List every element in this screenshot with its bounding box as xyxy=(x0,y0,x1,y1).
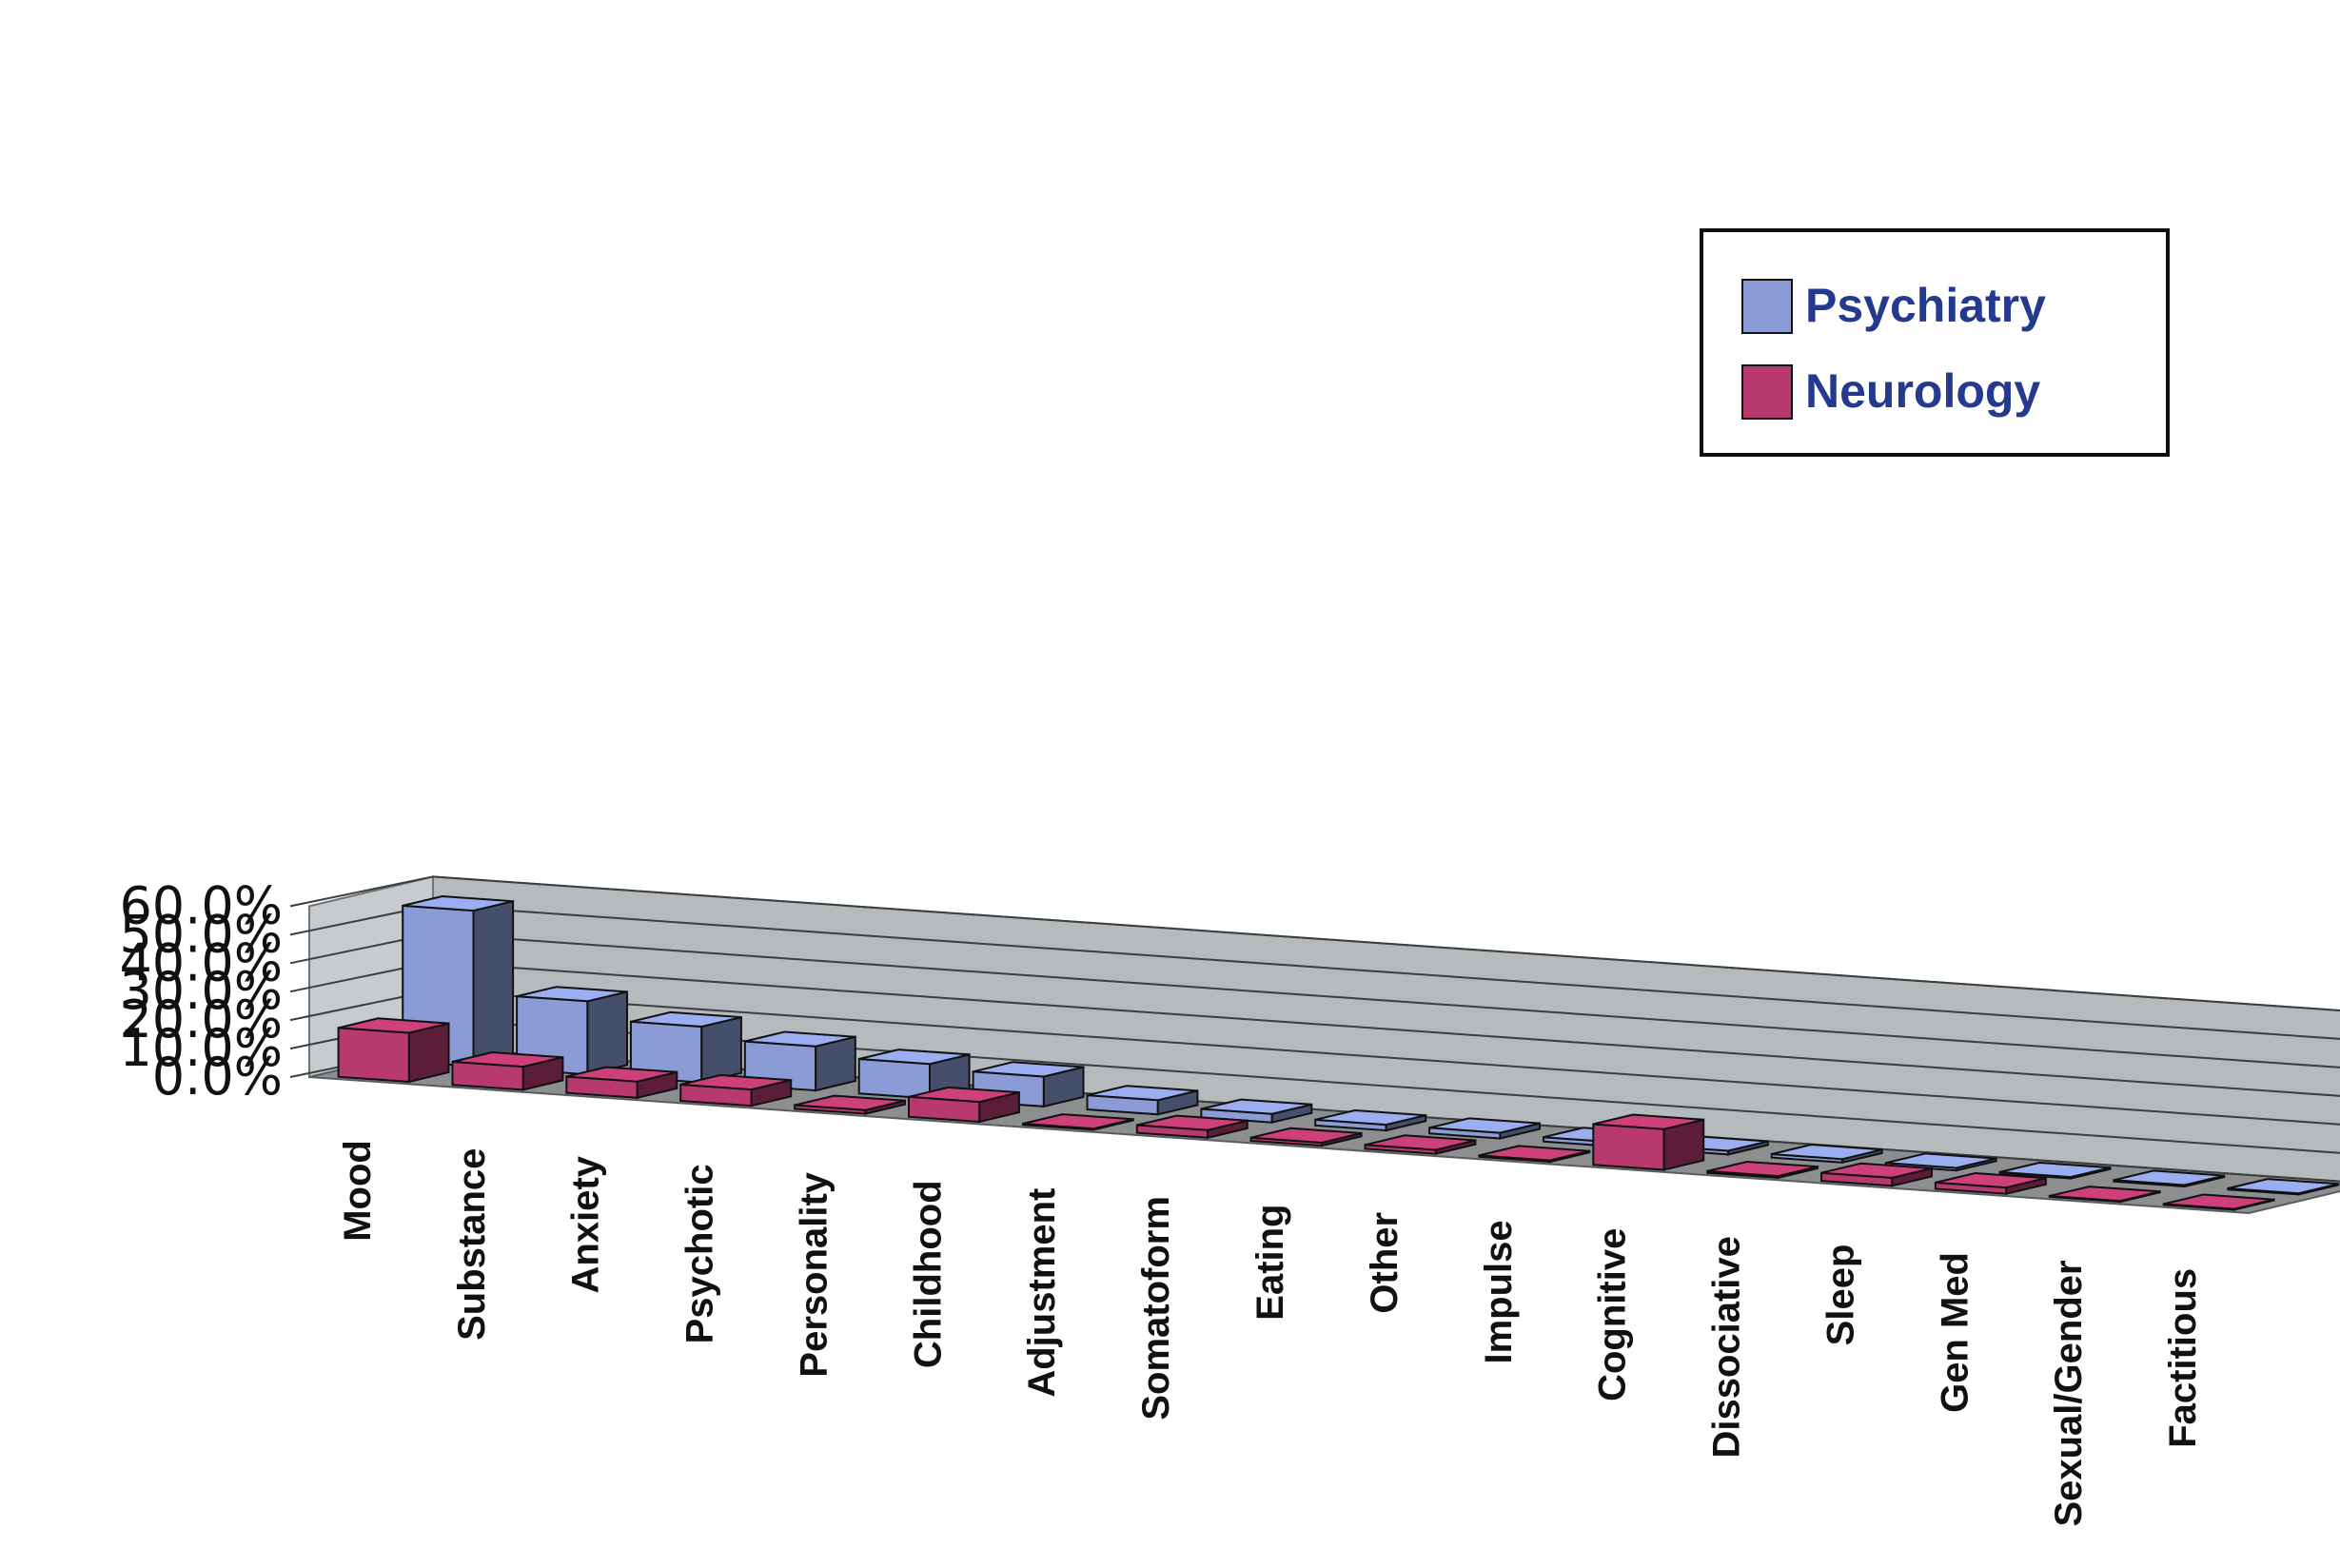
bar-neurology-substance xyxy=(451,1050,564,1091)
x-tick-label: Personality xyxy=(793,1171,835,1377)
legend: Psychiatry Neurology xyxy=(1700,228,2170,457)
y-tick-label: 10.0% xyxy=(119,1018,283,1078)
legend-swatch-psychiatry xyxy=(1741,279,1793,334)
bar-neurology-adjustment xyxy=(1021,1113,1134,1131)
x-tick-label: Psychotic xyxy=(679,1164,721,1343)
bar-neurology-dissociative xyxy=(1706,1160,1819,1180)
legend-swatch-neurology xyxy=(1741,364,1793,420)
bar-neurology-sleep xyxy=(1820,1162,1933,1187)
bar-neurology-impulse xyxy=(1478,1145,1591,1164)
y-tick-label: 50.0% xyxy=(119,904,283,964)
bar-psychiatry-eating xyxy=(1314,1108,1427,1132)
x-tick-label: Impulse xyxy=(1478,1220,1520,1363)
y-tick-label: 40.0% xyxy=(119,932,283,992)
x-tick-label: Childhood xyxy=(907,1180,949,1368)
legend-box xyxy=(1700,228,2170,457)
x-tick-label: Eating xyxy=(1249,1205,1291,1321)
bar-neurology-anxiety xyxy=(565,1066,678,1100)
x-tick-label: Factitious xyxy=(2162,1268,2204,1448)
y-tick-label: 30.0% xyxy=(119,961,283,1021)
x-tick-label: Gen Med xyxy=(1934,1252,1976,1413)
bar-neurology-eating xyxy=(1249,1127,1363,1147)
bar-psychiatry-sexual-gender xyxy=(2113,1169,2226,1188)
bar-psychiatry-somatoform xyxy=(1200,1098,1313,1124)
y-tick-label: 60.0% xyxy=(119,875,283,935)
x-tick-label: Substance xyxy=(451,1148,493,1341)
bar-neurology-psychotic xyxy=(679,1073,793,1107)
bars xyxy=(337,894,2340,1211)
bar-psychiatry-gen-med xyxy=(1998,1161,2112,1180)
y-tick-label: 20.0% xyxy=(119,990,283,1049)
bar-neurology-sexual-gender xyxy=(2048,1186,2161,1204)
bar-psychiatry-other xyxy=(1428,1117,1541,1140)
bar-neurology-personality xyxy=(794,1094,906,1115)
y-tick-label: 0.0% xyxy=(152,1047,283,1107)
bar-neurology-factitious xyxy=(2162,1193,2275,1211)
bar-psychiatry-personality xyxy=(857,1049,971,1100)
bar-neurology-childhood xyxy=(908,1086,1020,1124)
x-tick-label: Anxiety xyxy=(565,1155,607,1293)
bar-neurology-mood xyxy=(337,1017,450,1084)
x-tick-label: Dissociative xyxy=(1706,1236,1748,1458)
bar-neurology-other xyxy=(1364,1134,1477,1155)
x-tick-label: Other xyxy=(1364,1212,1406,1314)
gridline xyxy=(289,875,2340,1012)
x-tick-label: Sleep xyxy=(1819,1245,1861,1346)
bar-neurology-somatoform xyxy=(1135,1114,1249,1140)
x-tick-label: Somatoform xyxy=(1135,1196,1177,1421)
x-axis-ticks: Mood Substance Anxiety Psychotic Personality… xyxy=(337,1140,2204,1526)
bar-psychiatry-factitious xyxy=(2227,1178,2340,1196)
bar-psychiatry-adjustment xyxy=(1086,1085,1199,1116)
x-tick-label: Mood xyxy=(337,1140,379,1242)
x-tick-label: Sexual/Gender xyxy=(2048,1260,2090,1526)
x-tick-label: Cognitive xyxy=(1592,1228,1634,1401)
bar-psychiatry-dissociative xyxy=(1770,1143,1883,1165)
bar-neurology-cognitive xyxy=(1592,1113,1705,1171)
bar-psychiatry-anxiety xyxy=(629,1010,742,1084)
legend-label-neurology: Neurology xyxy=(1805,364,2040,418)
x-tick-label: Adjustment xyxy=(1021,1188,1063,1398)
legend-label-psychiatry: Psychiatry xyxy=(1805,279,2046,332)
y-axis-ticks: 0.0%10.0%20.0%30.0%40.0%50.0%60.0% xyxy=(119,875,283,1107)
bar-neurology-gen-med xyxy=(1934,1171,2047,1195)
